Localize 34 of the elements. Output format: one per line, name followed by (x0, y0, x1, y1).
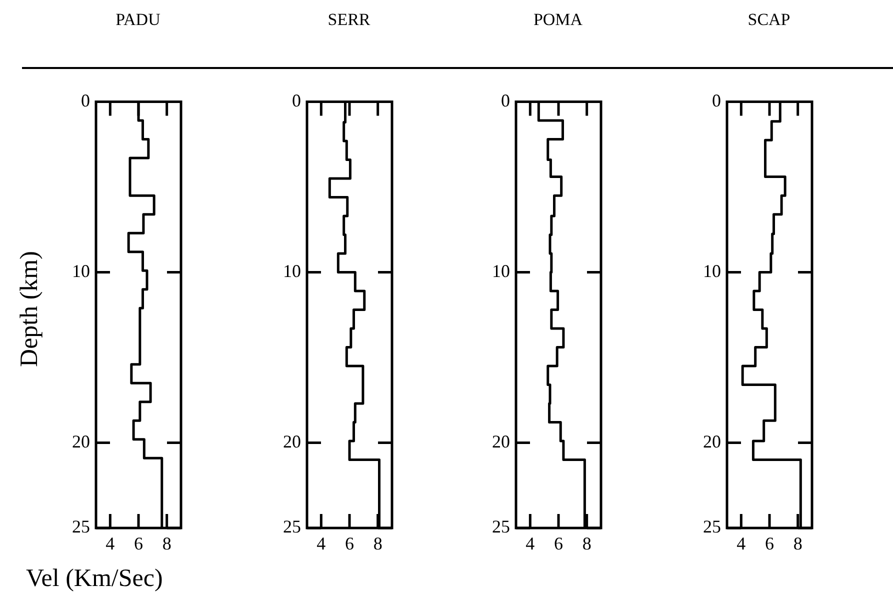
y-tick-label: 10 (703, 261, 721, 282)
chart-title: SCAP (746, 10, 792, 30)
x-tick-label: 8 (373, 534, 382, 554)
x-tick-label: 4 (106, 534, 115, 554)
x-tick-label: 4 (526, 534, 535, 554)
x-tick-label: 8 (162, 534, 172, 554)
y-tick-label: 20 (72, 431, 90, 452)
y-tick-label: 10 (283, 261, 301, 282)
x-tick-label: 6 (134, 534, 143, 554)
x-tick-label: 8 (793, 534, 802, 554)
x-tick-label: 8 (582, 534, 592, 554)
y-tick-label: 0 (501, 90, 510, 111)
y-axis-title: Depth (km) (16, 250, 44, 369)
y-tick-label: 25 (703, 516, 721, 537)
y-tick-label: 20 (492, 431, 510, 452)
chart-title: POMA (532, 10, 584, 30)
chart-title: PADU (114, 10, 162, 30)
y-tick-label: 10 (72, 261, 90, 282)
x-tick-label: 6 (554, 534, 563, 554)
y-tick-label: 25 (283, 516, 301, 537)
x-tick-label: 6 (345, 534, 354, 554)
y-tick-label: 0 (81, 90, 90, 111)
chart-title: SERR (326, 10, 372, 30)
x-tick-label: 4 (736, 534, 746, 554)
x-axis-title: Vel (Km/Sec) (26, 565, 163, 593)
y-tick-label: 25 (492, 516, 510, 537)
y-tick-label: 20 (703, 431, 721, 452)
y-tick-label: 0 (712, 90, 721, 111)
x-tick-label: 6 (765, 534, 774, 554)
x-tick-label: 4 (316, 534, 326, 554)
y-tick-label: 25 (72, 516, 90, 537)
y-tick-label: 0 (292, 90, 301, 111)
y-tick-label: 10 (492, 261, 510, 282)
y-tick-label: 20 (283, 431, 301, 452)
